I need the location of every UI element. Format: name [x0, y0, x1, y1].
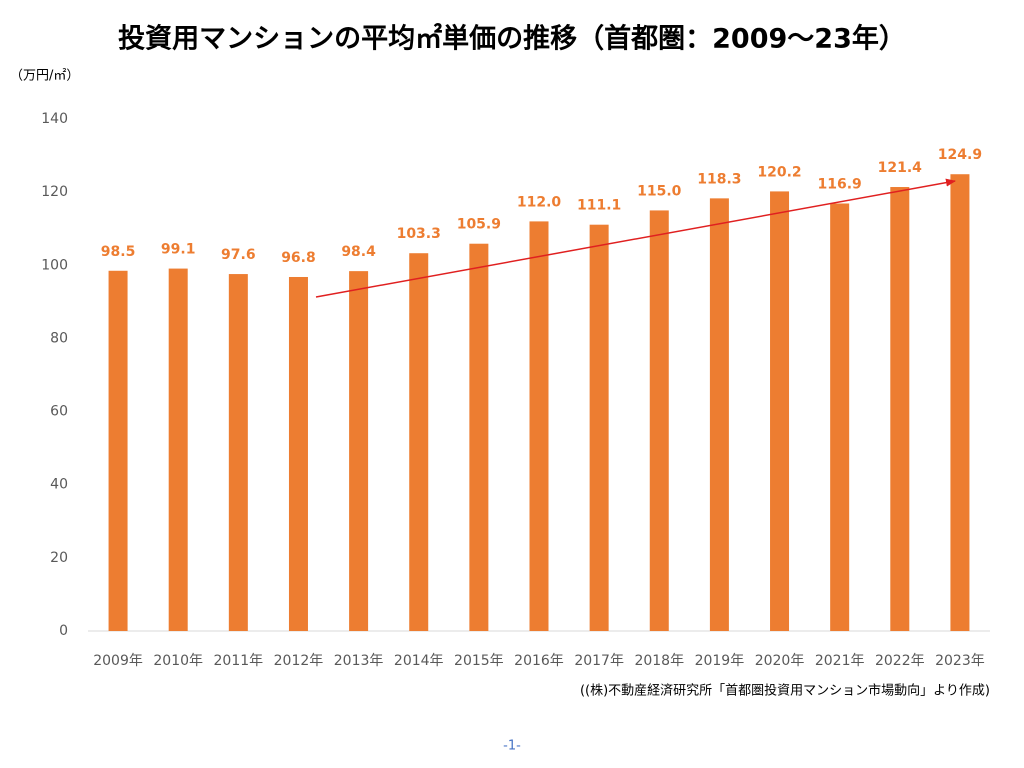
x-tick-label: 2016年 [514, 653, 564, 669]
bar [529, 221, 549, 631]
x-tick-label: 2018年 [634, 653, 684, 669]
y-tick-label: 20 [50, 550, 68, 566]
y-tick-label: 120 [41, 184, 68, 200]
x-tick-label: 2019年 [695, 653, 745, 669]
y-tick-label: 60 [50, 404, 68, 420]
bar [469, 243, 489, 632]
data-label: 99.1 [161, 242, 196, 258]
bar [709, 198, 729, 632]
bar [890, 187, 910, 631]
source-note: ((株)不動産経済研究所「首都圏投資用マンション市場動向」より作成) [580, 683, 990, 699]
x-tick-label: 2012年 [274, 653, 324, 669]
y-tick-label: 140 [41, 111, 68, 127]
data-label: 105.9 [457, 217, 501, 233]
data-label: 97.6 [221, 247, 256, 263]
bar [589, 224, 609, 632]
data-label: 120.2 [757, 164, 801, 180]
x-tick-label: 2014年 [394, 653, 444, 669]
data-label: 115.0 [637, 183, 682, 199]
bar [830, 203, 850, 632]
x-tick-label: 2023年 [935, 653, 985, 669]
data-label: 111.1 [577, 198, 621, 214]
y-tick-label: 80 [50, 330, 68, 346]
data-label: 124.9 [938, 147, 982, 163]
data-label: 118.3 [697, 171, 741, 187]
data-label: 121.4 [878, 160, 923, 176]
bar [108, 270, 128, 631]
x-tick-label: 2010年 [153, 653, 203, 669]
bar [649, 210, 669, 631]
bar [228, 274, 248, 631]
bar [409, 253, 429, 631]
page-number: -1- [503, 739, 521, 754]
x-tick-label: 2011年 [214, 653, 264, 669]
x-tick-label: 2022年 [875, 653, 925, 669]
y-tick-label: 0 [59, 623, 68, 639]
data-label: 103.3 [397, 226, 441, 242]
x-tick-label: 2017年 [574, 653, 624, 669]
bar [288, 276, 308, 631]
data-label: 98.5 [101, 244, 136, 260]
x-tick-label: 2013年 [334, 653, 384, 669]
x-tick-label: 2020年 [755, 653, 805, 669]
y-tick-label: 40 [50, 477, 68, 493]
data-label: 98.4 [341, 244, 376, 260]
bar [168, 268, 188, 631]
chart-title: 投資用マンションの平均㎡単価の推移（首都圏：2009～23年） [118, 23, 906, 55]
y-axis-label: （万円/㎡） [10, 69, 79, 84]
trend-arrow [315, 178, 956, 298]
data-label: 116.9 [818, 176, 862, 192]
data-label: 96.8 [281, 250, 316, 266]
data-label: 112.0 [517, 194, 562, 210]
x-tick-label: 2021年 [815, 653, 865, 669]
bar [950, 174, 970, 632]
bar [770, 191, 790, 631]
x-tick-label: 2009年 [93, 653, 143, 669]
y-tick-label: 100 [41, 257, 68, 273]
x-tick-label: 2015年 [454, 653, 504, 669]
bar [349, 271, 369, 631]
